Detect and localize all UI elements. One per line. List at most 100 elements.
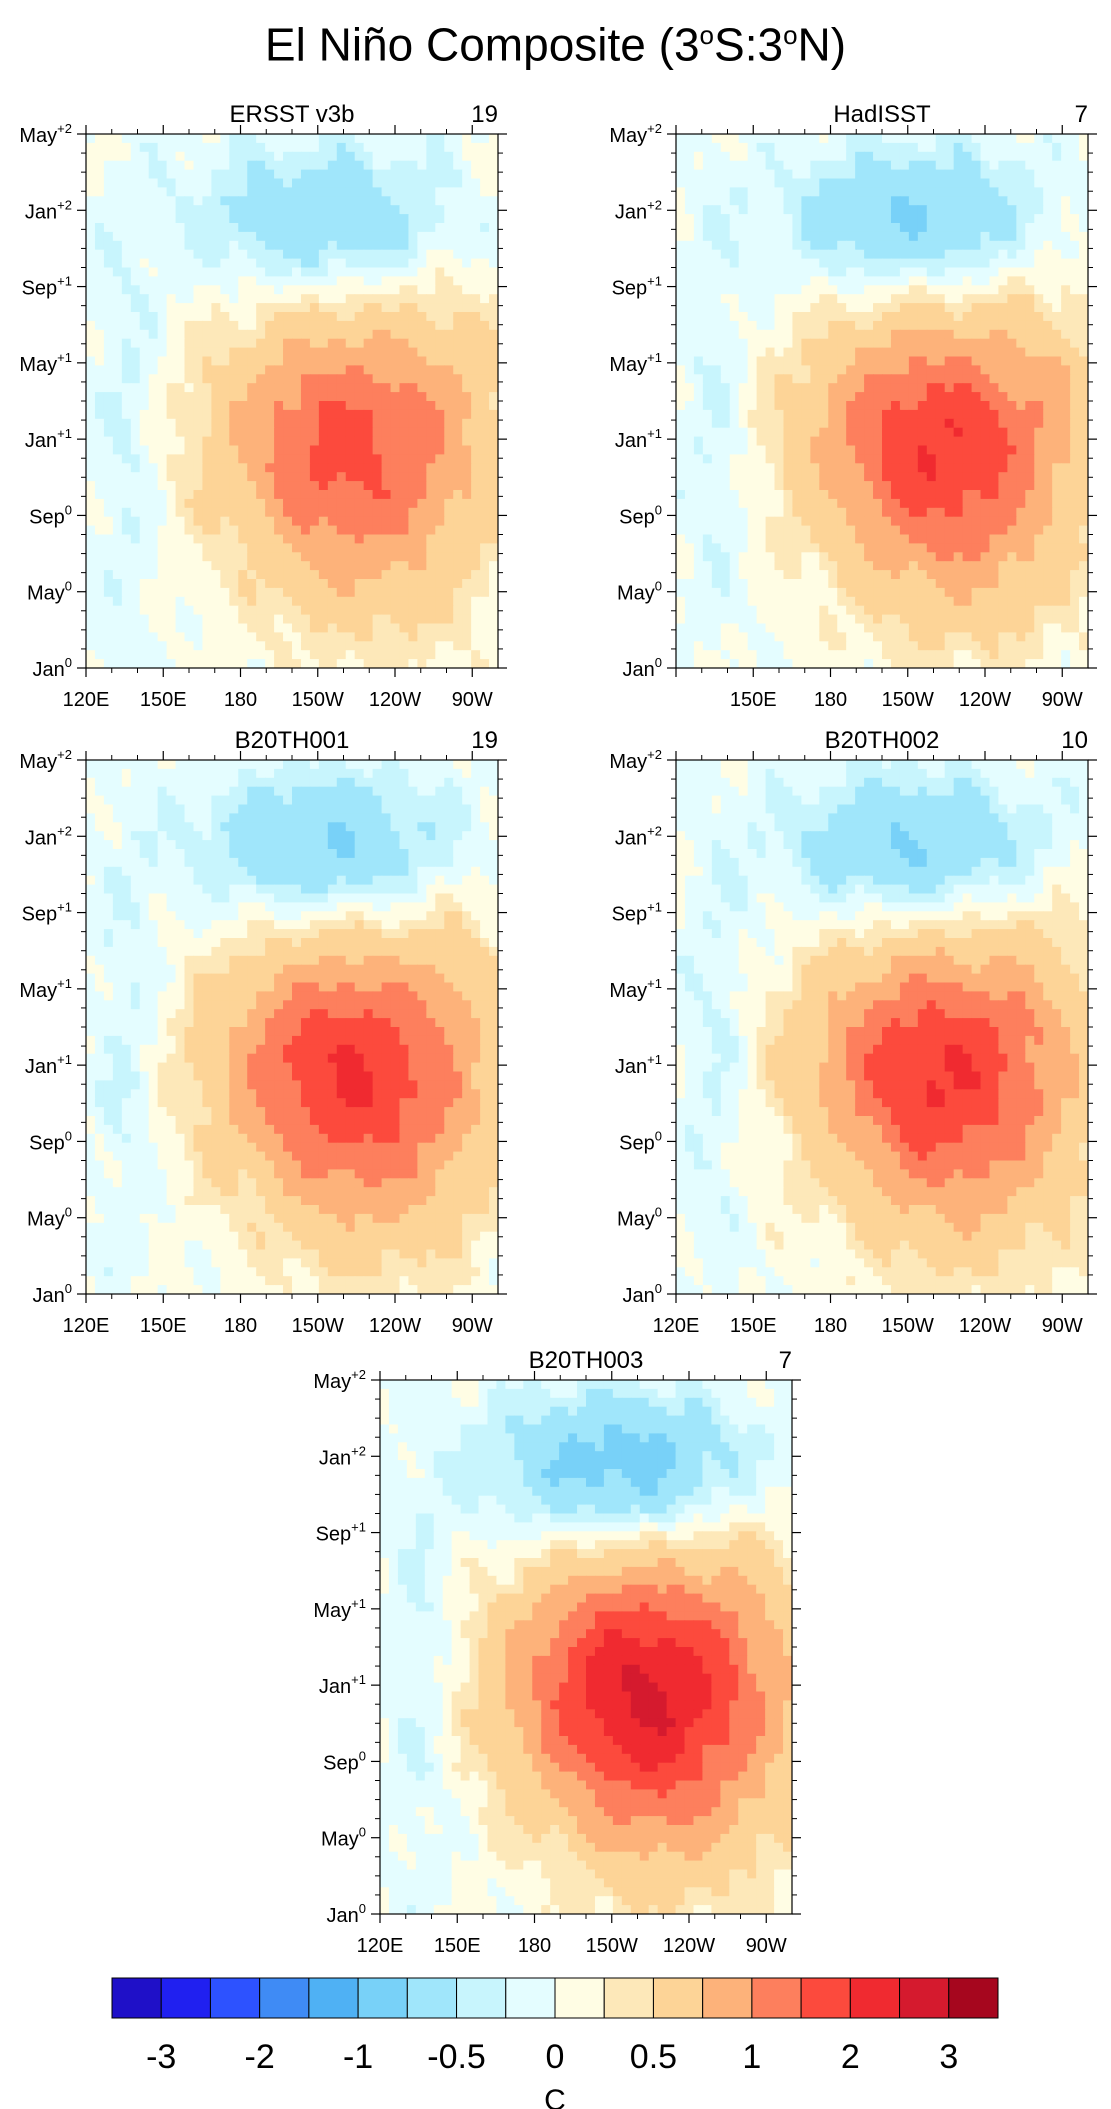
y-tick-label: Sep+1	[612, 274, 662, 300]
x-tick-label: 150W	[292, 1315, 344, 1337]
y-tick-label: May0	[321, 1825, 366, 1851]
x-tick-label: 150E	[730, 689, 777, 711]
colorbar-swatch	[800, 1977, 851, 2019]
colorbar-swatch	[652, 1977, 704, 2019]
y-tick-label: May+1	[609, 976, 662, 1002]
colorbar: -3 -2 -1 -0.5 0 0.5 1 2 3 C	[111, 1977, 999, 2109]
heatmap-field	[86, 134, 498, 668]
y-tick-label: Jan0	[33, 655, 72, 681]
x-tick-label: 150W	[292, 689, 344, 711]
x-tick-label: 150E	[140, 689, 187, 711]
y-tick-label: May+2	[609, 747, 662, 773]
x-tick-label: 120W	[959, 689, 1011, 711]
colorbar-label: -3	[146, 2038, 176, 2076]
colorbar-swatch	[505, 1977, 556, 2019]
colorbar-swatch	[554, 1977, 605, 2019]
y-tick-label: May+1	[19, 976, 72, 1002]
x-tick-label: 90W	[452, 689, 493, 711]
x-tick-label: 120W	[959, 1315, 1011, 1337]
x-tick-label: 180	[224, 689, 257, 711]
panel-title: ERSST v3b	[230, 101, 355, 128]
colorbar-label: 0	[546, 2038, 565, 2076]
panel-b20th003: B20TH003 7 May+2 Jan+2 Sep+1 May+1 Jan+1 Sep0 Ma…	[313, 1347, 801, 1957]
y-tick-label: Jan0	[623, 655, 662, 681]
colorbar-label: 1	[742, 2038, 761, 2076]
colorbar-unit: C	[544, 2084, 566, 2109]
y-tick-label: Jan+1	[615, 426, 662, 452]
y-tick-label: Jan+1	[319, 1672, 366, 1698]
y-tick-label: May+2	[609, 121, 662, 147]
colorbar-label: 2	[841, 2038, 860, 2076]
x-tick-label: 150E	[140, 1315, 187, 1337]
colorbar-swatch	[899, 1977, 950, 2019]
event-count: 19	[471, 727, 498, 754]
panel-b20th002: B20TH002 10 May+2 Jan+2 Sep+1 May+1 Jan+1 Sep0 M…	[609, 727, 1097, 1337]
y-tick-label: May0	[617, 1205, 662, 1231]
panel-hadisst: HadISST 7 May+2 Jan+2 Sep+1 May+1 Jan+1 Sep0 May…	[609, 101, 1097, 711]
colorbar-swatch	[406, 1977, 458, 2019]
x-tick-label: 120W	[369, 689, 421, 711]
y-tick-label: Sep+1	[612, 900, 662, 926]
x-tick-label: 120E	[63, 1315, 110, 1337]
x-tick-label: 150E	[434, 1935, 481, 1957]
heatmap-field	[86, 760, 498, 1294]
panel-b20th001: B20TH001 19 May+2 Jan+2 Sep+1 May+1 Jan+1 Sep0 M…	[19, 727, 507, 1337]
colorbar-swatch	[357, 1977, 408, 2019]
y-tick-label: May+2	[19, 121, 72, 147]
x-tick-label: 150W	[882, 689, 934, 711]
main-title: El Niño Composite (3oS:3oN)	[264, 18, 847, 71]
y-tick-label: Sep0	[29, 502, 72, 528]
x-tick-label: 120E	[653, 1315, 700, 1337]
colorbar-swatch	[849, 1977, 901, 2019]
y-tick-label: Jan+1	[25, 1052, 72, 1078]
y-tick-label: Sep0	[29, 1128, 72, 1154]
x-tick-label: 120E	[63, 689, 110, 711]
x-tick-label: 120W	[369, 1315, 421, 1337]
y-tick-label: Sep0	[619, 1128, 662, 1154]
heatmap-field	[676, 760, 1088, 1294]
x-tick-label: 150W	[882, 1315, 934, 1337]
colorbar-swatch	[308, 1977, 359, 2019]
x-tick-label: 180	[814, 689, 847, 711]
y-tick-label: May0	[27, 579, 72, 605]
x-tick-label: 90W	[1042, 1315, 1083, 1337]
y-tick-label: Jan+1	[25, 426, 72, 452]
y-tick-label: Jan+2	[25, 197, 72, 223]
panel-title: B20TH003	[529, 1347, 644, 1374]
y-tick-label: Jan+2	[615, 823, 662, 849]
y-tick-label: Sep+1	[22, 900, 72, 926]
colorbar-swatch	[751, 1977, 802, 2019]
x-tick-label: 90W	[746, 1935, 787, 1957]
colorbar-swatch	[702, 1977, 753, 2019]
x-tick-label: 180	[518, 1935, 551, 1957]
y-tick-label: Jan0	[33, 1281, 72, 1307]
colorbar-swatch	[209, 1977, 261, 2019]
y-tick-label: Sep+1	[316, 1520, 366, 1546]
colorbar-swatch	[259, 1977, 310, 2019]
colorbar-label: 0.5	[630, 2038, 677, 2076]
x-tick-label: 150W	[586, 1935, 638, 1957]
heatmap-field	[380, 1380, 792, 1914]
heatmap-field	[676, 134, 1088, 668]
x-tick-label: 120W	[663, 1935, 715, 1957]
x-tick-label: 90W	[452, 1315, 493, 1337]
colorbar-label: -2	[245, 2038, 275, 2076]
y-tick-label: Jan+2	[615, 197, 662, 223]
y-tick-label: May0	[617, 579, 662, 605]
y-tick-label: May+1	[609, 350, 662, 376]
event-count: 19	[471, 101, 498, 128]
x-tick-label: 180	[224, 1315, 257, 1337]
y-tick-label: Sep+1	[22, 274, 72, 300]
colorbar-swatch	[948, 1977, 999, 2019]
colorbar-label: -1	[343, 2038, 373, 2076]
panel-title: HadISST	[833, 101, 931, 128]
y-tick-label: May0	[27, 1205, 72, 1231]
y-tick-label: Jan+2	[319, 1443, 366, 1469]
y-tick-label: Sep0	[323, 1748, 366, 1774]
x-tick-label: 180	[814, 1315, 847, 1337]
colorbar-swatch	[160, 1977, 211, 2019]
y-tick-label: May+2	[313, 1367, 366, 1393]
colorbar-label: 3	[939, 2038, 958, 2076]
event-count: 10	[1061, 727, 1088, 754]
colorbar-swatch	[456, 1977, 507, 2019]
